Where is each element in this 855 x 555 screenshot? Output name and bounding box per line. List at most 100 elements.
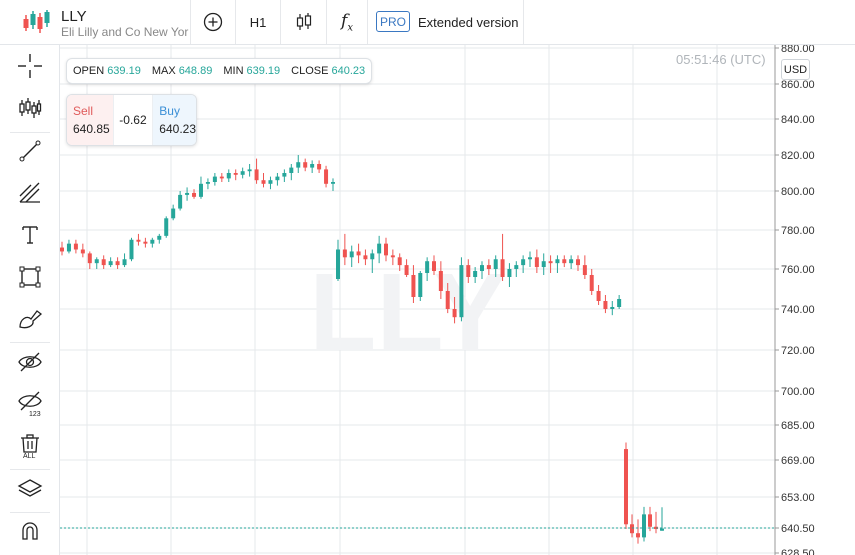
fib-tool[interactable] xyxy=(10,175,50,211)
indicators-icon xyxy=(19,98,42,118)
candle xyxy=(596,285,601,305)
candle xyxy=(282,169,287,182)
delete-all-icon: ALL xyxy=(21,434,39,459)
buy-price: 640.23 xyxy=(159,122,196,136)
pro-badge[interactable]: PRO xyxy=(376,11,410,32)
candle-body xyxy=(254,169,259,181)
candle xyxy=(603,295,608,314)
text-icon xyxy=(22,226,38,244)
close-value: 640.23 xyxy=(331,65,366,77)
crosshair-tool[interactable] xyxy=(10,48,50,84)
candle-body xyxy=(247,169,252,172)
candle-body xyxy=(660,528,664,531)
candle xyxy=(500,233,505,281)
candle-body xyxy=(377,243,382,254)
candle xyxy=(136,233,141,246)
magnet-tool[interactable] xyxy=(10,513,50,549)
divider xyxy=(10,512,50,513)
sell-price: 640.85 xyxy=(73,122,110,136)
timeframe-button[interactable]: H1 xyxy=(249,14,267,30)
candle xyxy=(528,251,532,268)
candle-body xyxy=(521,259,526,266)
candle-body xyxy=(603,301,608,309)
candle-body xyxy=(66,243,71,252)
candle-body xyxy=(411,275,416,297)
indicators-tool[interactable] xyxy=(10,90,50,126)
fib-icon xyxy=(19,182,40,203)
plus-circle-icon xyxy=(203,12,223,32)
candle xyxy=(660,507,664,531)
candle xyxy=(212,173,217,186)
layers-icon xyxy=(17,479,43,497)
candle-body xyxy=(349,251,354,258)
svg-text:123: 123 xyxy=(29,411,41,417)
indicators-button[interactable]: fx xyxy=(327,0,367,44)
sell-button[interactable]: Sell 640.85 xyxy=(67,95,113,145)
trend-line-icon xyxy=(19,140,41,162)
drawing-toolbar: 123 ALL xyxy=(0,45,60,555)
candle-body xyxy=(129,239,134,260)
candle-body xyxy=(617,299,622,307)
candle-body xyxy=(390,255,395,258)
hide-drawings-icon xyxy=(18,352,42,372)
candle-body xyxy=(296,162,301,168)
candle-body xyxy=(452,309,457,318)
candle xyxy=(562,255,567,268)
hide-drawings-tool[interactable] xyxy=(10,344,50,380)
candle xyxy=(205,178,210,190)
candle-body xyxy=(528,257,532,260)
symbol-ticker[interactable]: LLY xyxy=(61,8,87,25)
delete-all-tool[interactable]: ALL xyxy=(10,428,50,464)
candle-body xyxy=(122,259,127,266)
brush-tool[interactable] xyxy=(10,301,50,337)
candle-body xyxy=(310,164,315,168)
extended-version-link[interactable]: Extended version xyxy=(418,15,519,30)
layers-tool[interactable] xyxy=(10,471,50,507)
chart-type-button[interactable] xyxy=(281,0,326,44)
candle xyxy=(445,283,450,314)
candle xyxy=(164,216,169,238)
hide-values-icon: 123 xyxy=(18,391,42,417)
candles-layer xyxy=(60,155,664,544)
candle xyxy=(143,237,148,248)
divider xyxy=(326,0,327,44)
candle xyxy=(80,243,85,258)
candle-body xyxy=(171,208,176,219)
candle-body xyxy=(610,307,615,309)
candle-body xyxy=(466,265,471,277)
candle xyxy=(129,237,134,262)
max-label: MAX xyxy=(151,65,176,77)
trend-line-tool[interactable] xyxy=(10,133,50,169)
candle xyxy=(233,169,238,181)
candle-body xyxy=(219,176,224,179)
divider xyxy=(190,0,191,44)
crosshair-icon xyxy=(18,54,42,78)
y-tick-label: 669.00 xyxy=(781,455,815,467)
candle-body xyxy=(576,259,580,266)
divider xyxy=(10,469,50,470)
candle-body xyxy=(185,192,190,195)
add-symbol-button[interactable] xyxy=(191,0,235,44)
candle-body xyxy=(115,261,120,266)
y-tick-label: 640.50 xyxy=(781,523,815,535)
rectangle-tool[interactable] xyxy=(10,259,50,295)
candle xyxy=(178,191,183,211)
divider xyxy=(523,0,524,44)
candle xyxy=(473,267,478,283)
text-tool[interactable] xyxy=(10,217,50,253)
top-toolbar: LLY Eli Lilly and Co New York H1 fx PRO … xyxy=(0,0,855,45)
candle xyxy=(268,176,273,190)
currency-button[interactable]: USD xyxy=(781,59,810,80)
candle xyxy=(150,237,155,248)
utc-clock: 05:51:46 (UTC) xyxy=(676,52,766,67)
candle xyxy=(418,271,423,301)
candle-body xyxy=(303,162,308,168)
candle-body xyxy=(317,164,322,170)
candle xyxy=(569,255,574,269)
candle-body xyxy=(275,176,280,181)
candle xyxy=(486,259,491,275)
candle-body xyxy=(534,257,539,268)
buy-button[interactable]: Buy 640.23 xyxy=(153,95,196,145)
hide-values-tool[interactable]: 123 xyxy=(10,386,50,422)
